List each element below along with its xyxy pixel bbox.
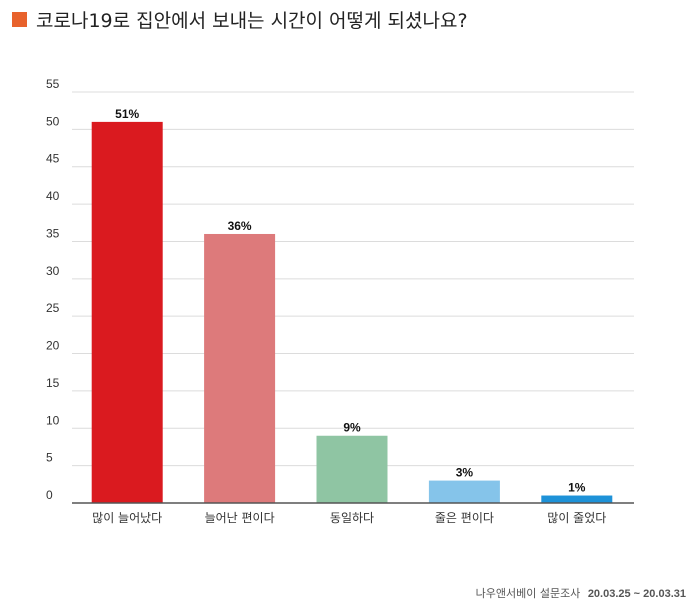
y-tick-label: 15 (46, 376, 60, 390)
x-category-label: 동일하다 (330, 511, 374, 525)
bar (428, 480, 500, 503)
bar-value-label: 36% (228, 219, 252, 233)
survey-source: 나우앤서베이 설문조사 (475, 587, 581, 600)
y-tick-label: 50 (46, 114, 60, 128)
bar-value-label: 51% (115, 107, 139, 121)
bar-value-label: 3% (456, 466, 474, 480)
chart-title-row: 코로나19로 집안에서 보내는 시간이 어떻게 되셨나요? (12, 7, 468, 32)
y-tick-label: 10 (46, 413, 60, 427)
bar (204, 233, 276, 503)
y-tick-label: 55 (46, 77, 60, 91)
x-category-label: 늘어난 편이다 (205, 511, 275, 525)
y-tick-label: 20 (46, 339, 60, 353)
y-tick-label: 25 (46, 301, 60, 315)
y-tick-label: 0 (46, 488, 53, 502)
y-tick-label: 45 (46, 152, 60, 166)
bar (316, 435, 388, 503)
x-category-label: 줄은 편이다 (435, 511, 494, 525)
chart-title: 코로나19로 집안에서 보내는 시간이 어떻게 되셨나요? (36, 9, 468, 32)
x-category-label: 많이 늘어났다 (92, 511, 162, 525)
y-tick-label: 5 (46, 451, 53, 465)
y-tick-label: 30 (46, 264, 60, 278)
y-tick-label: 35 (46, 226, 60, 240)
title-square-icon (12, 11, 27, 27)
survey-dates: 20.03.25 ~ 20.03.31 (587, 588, 686, 600)
chart-footer: 나우앤서베이 설문조사 20.03.25 ~ 20.03.31 (476, 585, 686, 601)
y-tick-label: 40 (46, 189, 60, 203)
bar-value-label: 1% (568, 481, 586, 495)
bar (91, 121, 163, 504)
bar-value-label: 9% (343, 421, 361, 435)
x-category-label: 많이 줄었다 (547, 511, 606, 525)
bar (541, 495, 613, 503)
